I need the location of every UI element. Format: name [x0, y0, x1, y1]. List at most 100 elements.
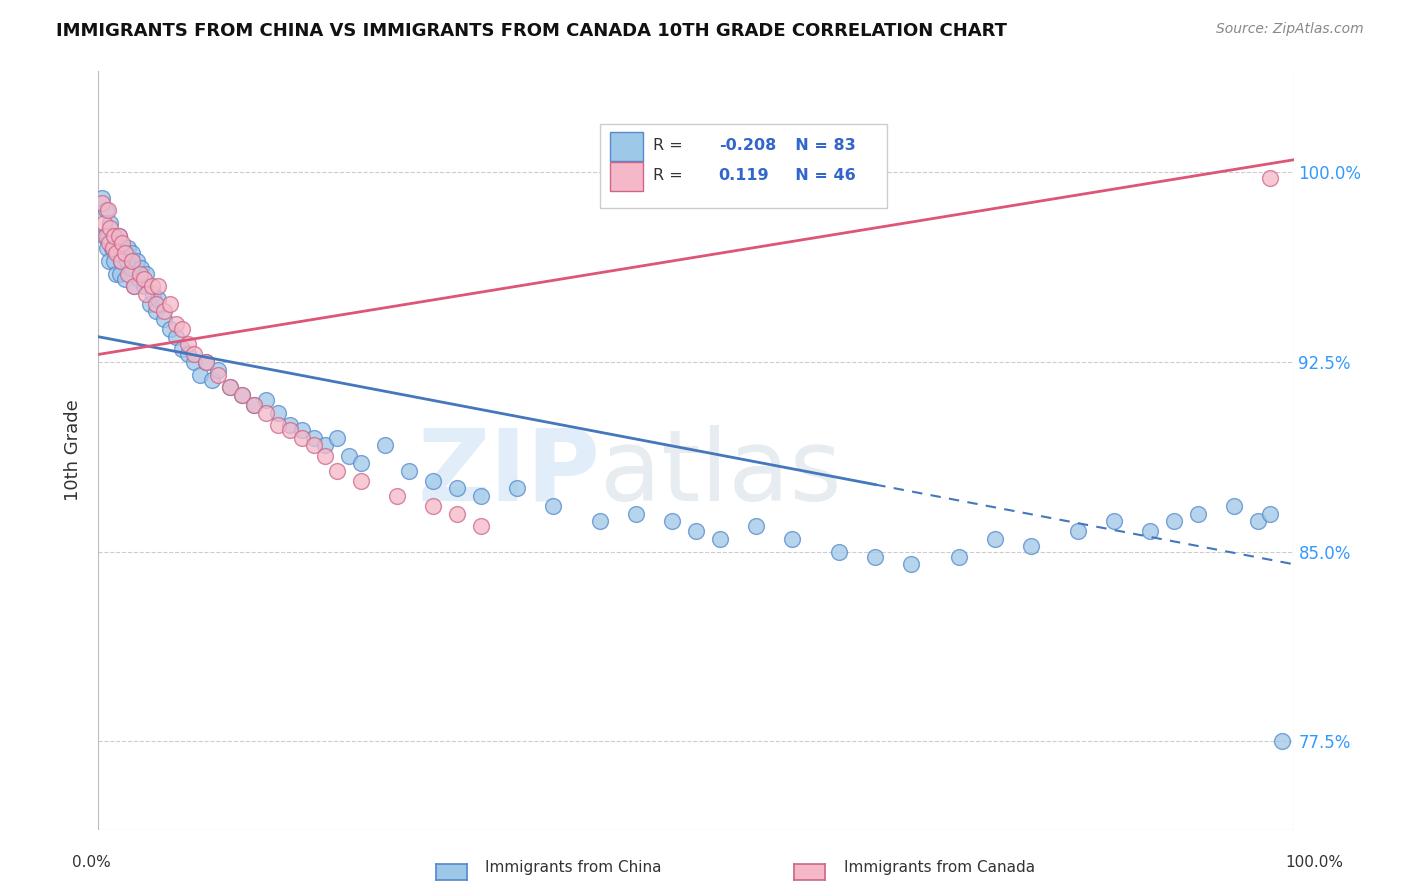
- Text: ZIP: ZIP: [418, 425, 600, 522]
- Point: [278, 418, 301, 433]
- Point: [172, 322, 194, 336]
- Text: N = 46: N = 46: [785, 169, 856, 184]
- Point: [101, 228, 124, 243]
- Point: [1258, 170, 1281, 185]
- Point: [159, 297, 181, 311]
- FancyBboxPatch shape: [600, 124, 887, 208]
- Point: [131, 261, 153, 276]
- Point: [107, 228, 129, 243]
- Point: [1187, 507, 1209, 521]
- Point: [101, 241, 124, 255]
- Point: [1139, 524, 1161, 539]
- Text: 0.119: 0.119: [718, 169, 769, 184]
- Point: [107, 228, 129, 243]
- Point: [326, 431, 349, 445]
- Point: [96, 241, 118, 255]
- Text: IMMIGRANTS FROM CHINA VS IMMIGRANTS FROM CANADA 10TH GRADE CORRELATION CHART: IMMIGRANTS FROM CHINA VS IMMIGRANTS FROM…: [56, 22, 1007, 40]
- Point: [165, 317, 187, 331]
- Point: [93, 216, 115, 230]
- Point: [100, 241, 122, 255]
- Point: [446, 481, 468, 495]
- Point: [111, 241, 134, 255]
- Point: [103, 253, 125, 268]
- Text: Immigrants from Canada: Immigrants from Canada: [844, 860, 1035, 874]
- Point: [159, 322, 181, 336]
- Point: [142, 286, 165, 301]
- Point: [98, 253, 121, 268]
- Point: [148, 279, 170, 293]
- Point: [506, 481, 529, 495]
- Point: [1019, 540, 1042, 554]
- Point: [201, 373, 224, 387]
- Point: [110, 253, 132, 268]
- Point: [165, 329, 187, 343]
- Point: [1067, 524, 1090, 539]
- Point: [139, 297, 162, 311]
- Point: [1163, 514, 1185, 528]
- Point: [125, 253, 148, 268]
- Point: [121, 246, 143, 260]
- Point: [661, 514, 683, 528]
- Point: [120, 261, 142, 276]
- Text: R =: R =: [652, 138, 688, 153]
- Point: [93, 228, 115, 243]
- Point: [98, 216, 122, 230]
- Point: [148, 292, 170, 306]
- Point: [124, 279, 146, 293]
- Point: [446, 507, 468, 521]
- Point: [124, 279, 146, 293]
- Point: [231, 388, 253, 402]
- Point: [685, 524, 707, 539]
- Point: [145, 297, 167, 311]
- Point: [1104, 514, 1126, 528]
- Text: atlas: atlas: [600, 425, 842, 522]
- Point: [219, 380, 242, 394]
- Point: [128, 271, 150, 285]
- Point: [745, 519, 768, 533]
- Point: [398, 464, 420, 478]
- Point: [291, 431, 314, 445]
- Point: [183, 355, 205, 369]
- Point: [422, 499, 444, 513]
- Point: [195, 355, 218, 369]
- Point: [470, 519, 492, 533]
- Point: [153, 312, 176, 326]
- Point: [105, 246, 128, 260]
- Text: R =: R =: [652, 169, 693, 184]
- Text: 100.0%: 100.0%: [1285, 855, 1344, 870]
- Point: [91, 191, 114, 205]
- Point: [865, 549, 887, 564]
- Point: [254, 392, 277, 407]
- Point: [254, 405, 277, 419]
- Point: [114, 271, 136, 285]
- Point: [984, 532, 1007, 546]
- Point: [141, 279, 163, 293]
- Point: [948, 549, 970, 564]
- Point: [828, 544, 851, 558]
- FancyBboxPatch shape: [610, 132, 644, 161]
- Point: [267, 405, 290, 419]
- Point: [302, 431, 325, 445]
- Point: [135, 267, 157, 281]
- Point: [103, 228, 125, 243]
- Point: [97, 203, 120, 218]
- Point: [541, 499, 564, 513]
- Point: [107, 246, 129, 260]
- Point: [207, 362, 229, 376]
- Point: [105, 267, 128, 281]
- Point: [94, 228, 117, 243]
- Point: [195, 355, 218, 369]
- Point: [709, 532, 731, 546]
- Point: [108, 267, 131, 281]
- Point: [98, 236, 121, 251]
- Point: [172, 343, 194, 357]
- Point: [1223, 499, 1246, 513]
- Point: [177, 347, 200, 361]
- Text: 0.0%: 0.0%: [72, 855, 111, 870]
- Point: [900, 557, 922, 571]
- Point: [350, 456, 373, 470]
- Point: [110, 253, 132, 268]
- Point: [374, 438, 396, 452]
- Point: [291, 423, 314, 437]
- Point: [114, 246, 136, 260]
